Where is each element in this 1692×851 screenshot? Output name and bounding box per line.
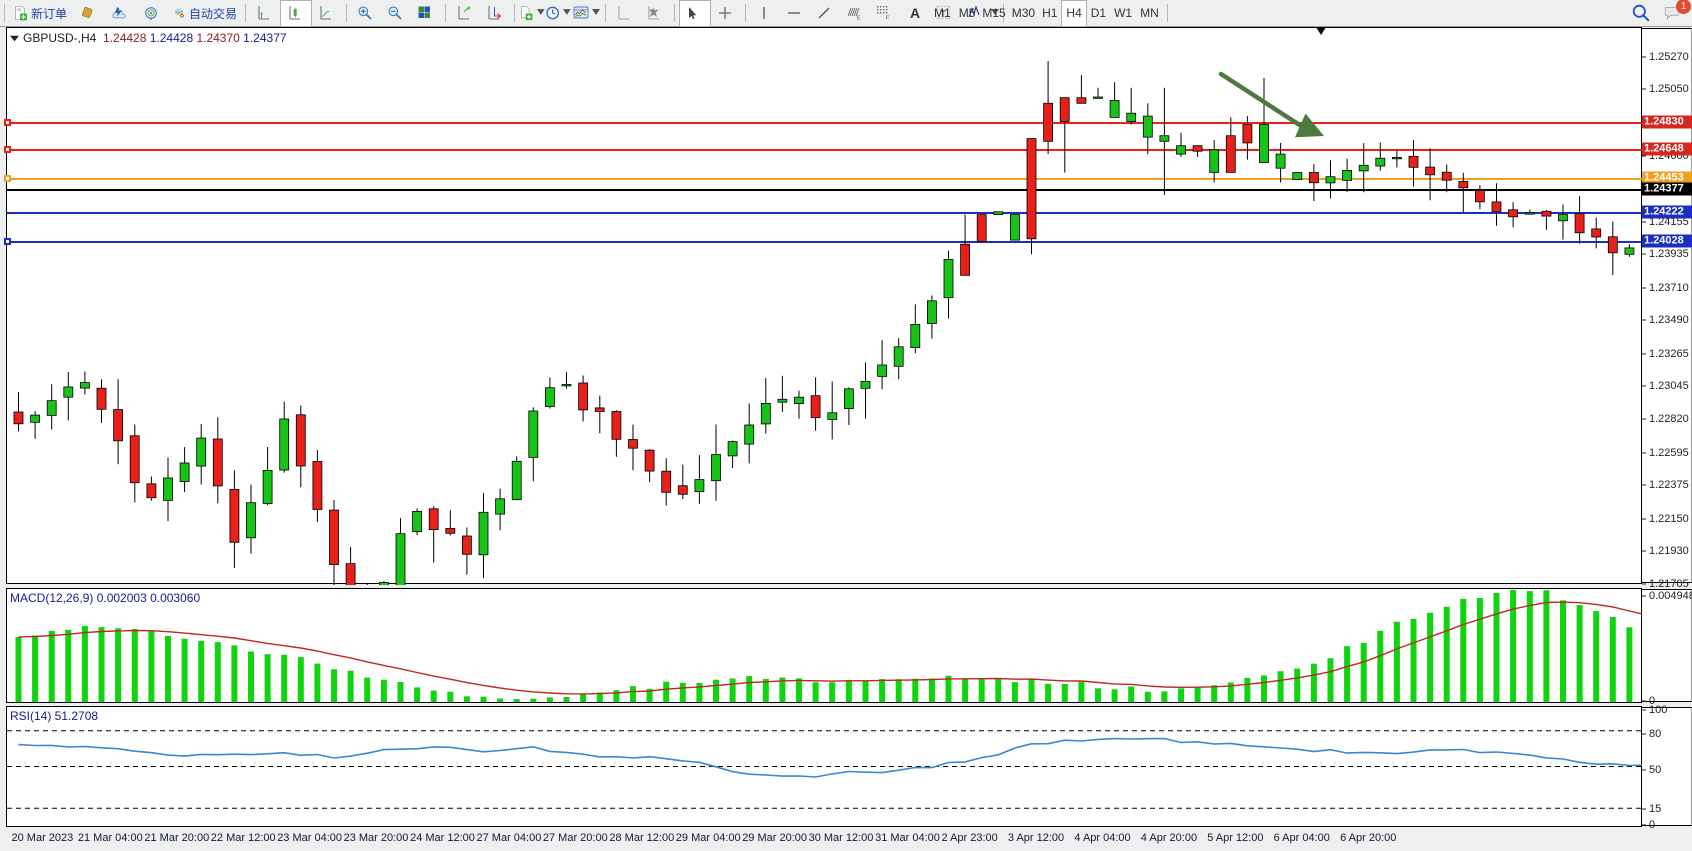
svg-text:E: E xyxy=(857,16,861,22)
svg-text:F: F xyxy=(886,16,889,22)
